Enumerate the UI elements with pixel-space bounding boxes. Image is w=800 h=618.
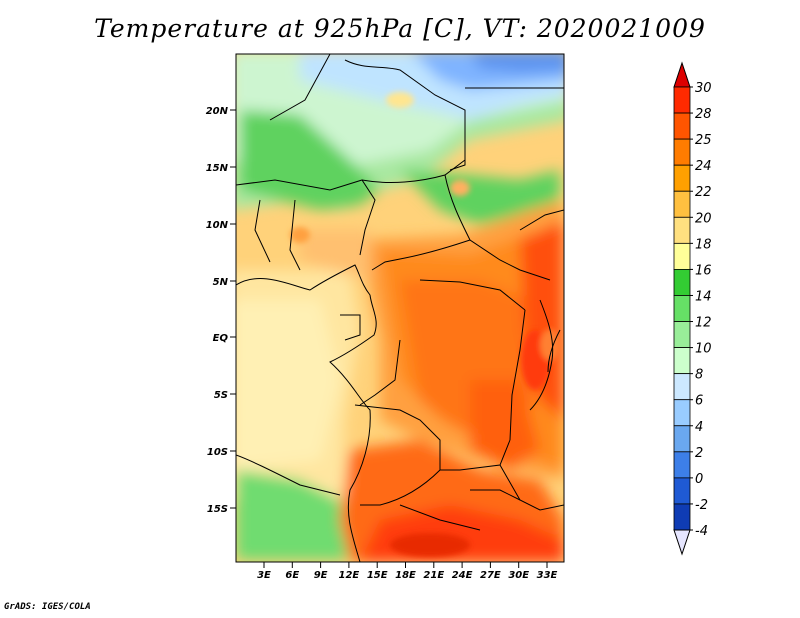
colorbar-segment [673, 86, 691, 114]
colorbar-label: 6 [695, 394, 703, 409]
colorbar-label: 18 [695, 237, 712, 252]
colorbar-segment [673, 399, 691, 427]
colorbar-label: 12 [695, 316, 712, 331]
colorbar-segment [673, 503, 691, 531]
colorbar-label: 30 [695, 81, 712, 96]
colorbar-label: -4 [695, 524, 708, 539]
colorbar-label: 2 [695, 446, 703, 461]
chart-title: Temperature at 925hPa [C], VT: 202002100… [94, 14, 706, 43]
colorbar-label: 16 [695, 263, 712, 278]
colorbar-label: -2 [695, 498, 708, 513]
temperature-field [236, 54, 564, 562]
latitude-tick-label: 20N [206, 106, 229, 117]
latitude-tick-label: 5S [214, 390, 228, 401]
colorbar-bottom-arrow [673, 529, 691, 556]
colorbar-label: 0 [695, 472, 703, 487]
credit-text: GrADS: IGES/COLA [4, 602, 91, 612]
longitude-tick-label: 9E [314, 570, 328, 581]
colorbar-segment [673, 190, 691, 218]
longitude-tick-label: 30E [508, 570, 529, 581]
colorbar-segment [673, 295, 691, 322]
colorbar-segment [673, 477, 691, 505]
colorbar-label: 22 [695, 185, 712, 200]
longitude-tick-label: 12E [339, 570, 360, 581]
longitude-tick-label: 6E [285, 570, 299, 581]
colorbar-segment [673, 321, 691, 348]
colorbar-label: 25 [695, 133, 712, 148]
colorbar-label: 4 [695, 420, 703, 435]
latitude-tick-label: 10S [207, 447, 228, 458]
colorbar-segment [673, 425, 691, 453]
longitude-tick-label: 24E [452, 570, 473, 581]
map-frame [235, 53, 565, 563]
colorbar-segment [673, 373, 691, 401]
colorbar-label: 28 [695, 107, 712, 122]
colorbar-segment [673, 269, 691, 296]
latitude-tick-label: 5N [213, 277, 229, 288]
colorbar-label: 10 [695, 342, 712, 357]
latitude-tick-label: 15S [207, 504, 228, 515]
latitude-tick-label: 10N [206, 220, 229, 231]
colorbar-segment [673, 164, 691, 192]
colorbar-segment [673, 112, 691, 140]
longitude-tick-label: 33E [537, 570, 558, 581]
colorbar-label: 14 [695, 289, 712, 304]
colorbar-segment [673, 451, 691, 479]
colorbar-segment [673, 216, 691, 244]
longitude-tick-label: 27E [480, 570, 501, 581]
longitude-axis: 3E 6E 9E 12E 15E 18E 21E 24E 27E 30E 33E [257, 562, 558, 581]
colorbar-label: 24 [695, 159, 712, 174]
country-borders [236, 54, 564, 562]
latitude-tick-label: 15N [206, 163, 229, 174]
colorbar-label: 20 [695, 211, 712, 226]
colorbar-segment [673, 138, 691, 166]
longitude-tick-label: 18E [395, 570, 416, 581]
colorbar-segment [673, 242, 691, 270]
longitude-tick-label: 3E [257, 570, 271, 581]
colorbar-segment [673, 347, 691, 375]
latitude-axis: 20N 15N 10N 5N EQ 5S 10S 15S [206, 106, 236, 515]
latitude-tick-label: EQ [213, 333, 229, 344]
longitude-tick-label: 15E [367, 570, 388, 581]
longitude-tick-label: 21E [423, 570, 444, 581]
colorbar-label: 8 [695, 368, 703, 383]
colorbar-top-arrow [673, 61, 691, 88]
